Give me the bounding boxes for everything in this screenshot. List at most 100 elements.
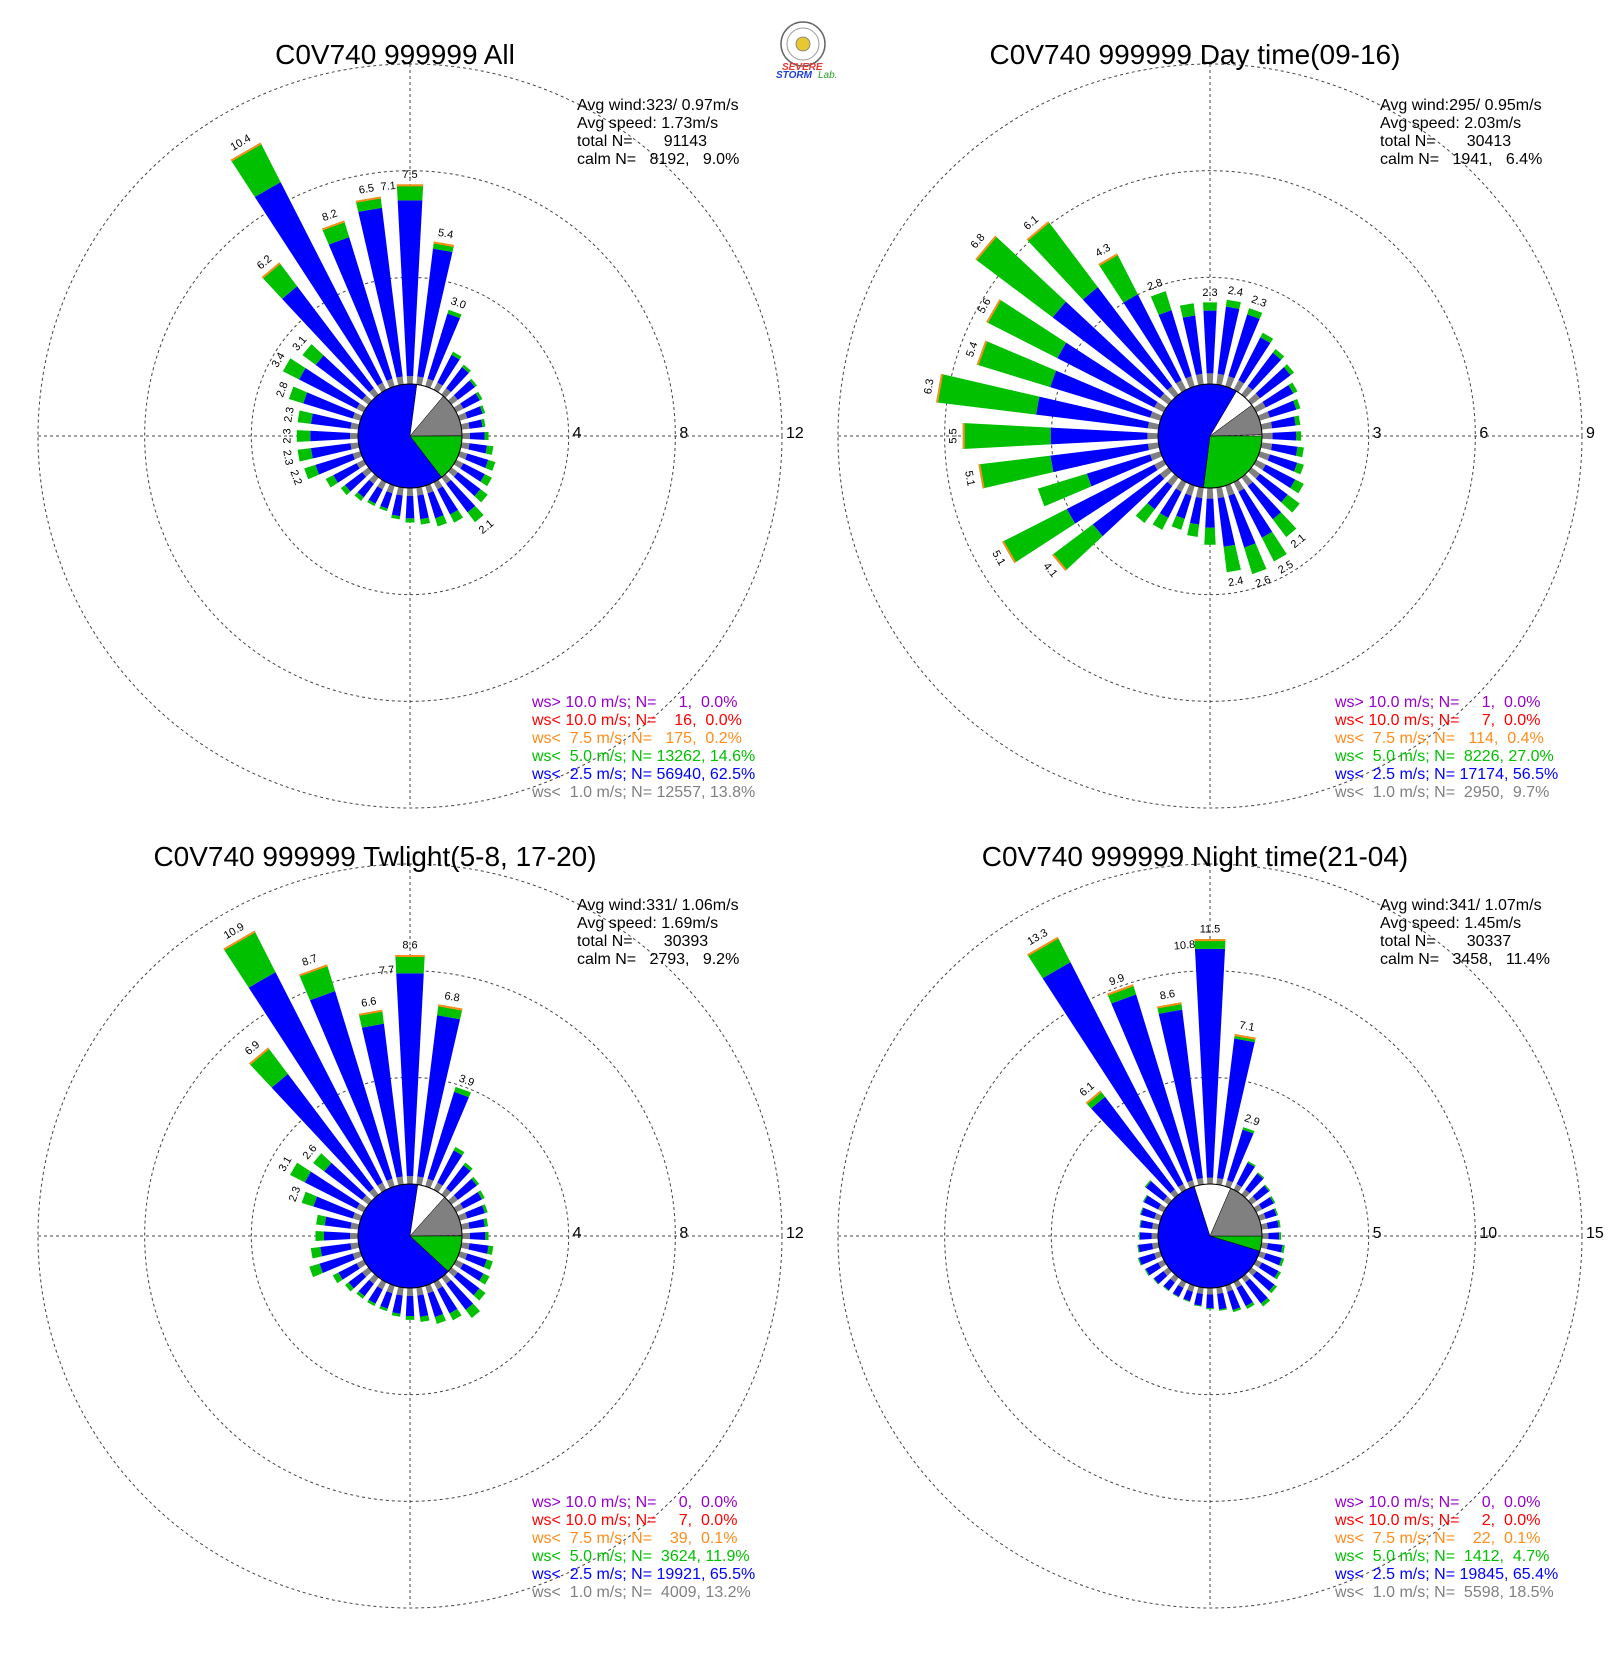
bar-gray-10: [1216, 1178, 1224, 1186]
bar-green-50: [471, 1176, 480, 1186]
bar-gray-210: [1175, 479, 1187, 492]
bar-blue-270: [1050, 427, 1148, 445]
bar-blue-110: [465, 453, 489, 468]
bar-blue-80: [1271, 416, 1296, 429]
bar-gray-120: [453, 459, 464, 469]
bar-green-250: [1037, 473, 1092, 507]
legend-entry: ws< 10.0 m/s; N= 7, 0.0%: [1334, 712, 1540, 729]
bar-green-120: [1290, 479, 1304, 494]
bar-blue-130: [1255, 473, 1288, 503]
bar-gray-310: [362, 395, 372, 405]
bar-blue-230: [344, 472, 367, 492]
bar-gray-260: [1152, 1242, 1160, 1250]
bar-gray-230: [1159, 467, 1172, 479]
bar-orange-340: [299, 964, 328, 977]
bar-green-40: [463, 1162, 473, 1172]
bar-gray-20: [1225, 376, 1235, 389]
bar-green-260: [1137, 1244, 1140, 1253]
bar-green-70: [479, 405, 486, 414]
bar-label-0: 11.5: [1200, 924, 1221, 936]
bar-gray-330: [1175, 380, 1187, 393]
bar-blue-140: [446, 1279, 474, 1310]
bar-blue-340: [328, 237, 393, 381]
bar-gray-300: [1154, 401, 1167, 413]
bar-green-340: [1150, 291, 1172, 315]
wind-rose-panel-3: 4 8 128.66.83.92.33.12.66.910.98.76.67.7C0…: [37, 841, 804, 1609]
bar-blue-220: [1147, 481, 1173, 510]
bar-gray-240: [356, 1259, 367, 1269]
bar-blue-0: [1203, 310, 1217, 374]
bar-blue-260: [1050, 443, 1149, 473]
bar-gray-90: [1261, 432, 1273, 440]
bar-gray-230: [362, 467, 372, 477]
bar-green-210: [1172, 1293, 1180, 1298]
bar-label-extra: 10.8: [1173, 939, 1195, 953]
bar-blue-150: [1238, 488, 1273, 538]
bar-green-30: [453, 1146, 465, 1156]
ring-label: 8: [679, 425, 688, 442]
logo-storm: STORM: [776, 70, 813, 81]
bar-green-200: [379, 505, 388, 512]
bar-blue-160: [1228, 493, 1256, 548]
bar-green-120: [479, 1273, 490, 1285]
bar-green-100: [1281, 1244, 1285, 1253]
stat-line: Avg wind:341/ 1.07m/s: [1380, 897, 1542, 914]
bar-green-10: [1225, 299, 1241, 309]
bar-gray-250: [1154, 1251, 1163, 1259]
legend-entry: ws< 1.0 m/s; N= 12557, 13.8%: [531, 784, 755, 801]
bar-blue-50: [1255, 367, 1291, 399]
bar-gray-180: [1206, 1287, 1214, 1295]
bar-blue-250: [315, 453, 355, 475]
bar-green-280: [316, 1214, 327, 1226]
bar-gray-290: [1150, 411, 1163, 421]
bar-green-250: [309, 1263, 323, 1278]
bar-green-90: [485, 1231, 489, 1241]
bar-green-220: [1162, 1285, 1169, 1292]
legend-entry: ws< 7.5 m/s; N= 22, 0.1%: [1334, 1530, 1540, 1547]
bar-gray-320: [1167, 385, 1179, 398]
bar-green-300: [1142, 1194, 1148, 1203]
bar-green-40: [1272, 349, 1285, 360]
bar-gray-200: [386, 483, 395, 494]
bar-blue-180: [405, 1295, 415, 1317]
bar-green-0: [396, 184, 424, 201]
bar-gray-200: [1187, 1283, 1195, 1292]
bar-blue-70: [465, 1205, 485, 1219]
bar-label-340: 8.2: [321, 208, 339, 225]
bar-green-160: [1244, 543, 1267, 575]
bar-label-20: 2.9: [1243, 1112, 1261, 1129]
bar-green-100: [487, 1245, 494, 1255]
bar-green-80: [483, 1218, 489, 1227]
bar-blue-0: [1194, 948, 1226, 1178]
bar-gray-230: [362, 1267, 372, 1277]
bar-orange-340: [321, 220, 345, 231]
bar-blue-280: [310, 413, 352, 429]
bar-green-50: [1283, 364, 1295, 376]
bar-blue-110: [465, 1253, 487, 1268]
bar-blue-160: [427, 1291, 444, 1318]
bar-blue-330: [1042, 962, 1184, 1188]
bar-green-80: [481, 418, 486, 428]
bar-orange-260: [978, 464, 985, 489]
bar-blue-200: [380, 1291, 393, 1309]
bar-gray-290: [352, 1212, 363, 1221]
bar-gray-280: [1147, 421, 1160, 430]
wind-rose-panel-2: 3 6 92.3 2.42.32.12.52.62.44.15.15.15.56.35…: [837, 39, 1595, 809]
bar-gray-300: [356, 1203, 367, 1213]
ring-label: 12: [786, 1225, 804, 1242]
bar-blue-220: [357, 479, 374, 498]
bar-blue-350: [1182, 315, 1203, 375]
bar-gray-150: [433, 1279, 443, 1290]
bar-blue-300: [1057, 342, 1158, 408]
bar-gray-180: [406, 1287, 414, 1296]
bar-orange-330: [1027, 936, 1059, 957]
bar-green-80: [1277, 1219, 1281, 1228]
bar-blue-290: [1140, 1207, 1157, 1219]
bar-blue-340: [309, 991, 393, 1181]
bar-blue-260: [1138, 1243, 1154, 1253]
bar-blue-90: [1268, 1232, 1280, 1240]
bar-gray-350: [396, 376, 404, 386]
logo-severe: SEVERE: [782, 62, 823, 73]
bar-gray-320: [369, 388, 379, 398]
bar-gray-350: [1196, 1178, 1204, 1186]
